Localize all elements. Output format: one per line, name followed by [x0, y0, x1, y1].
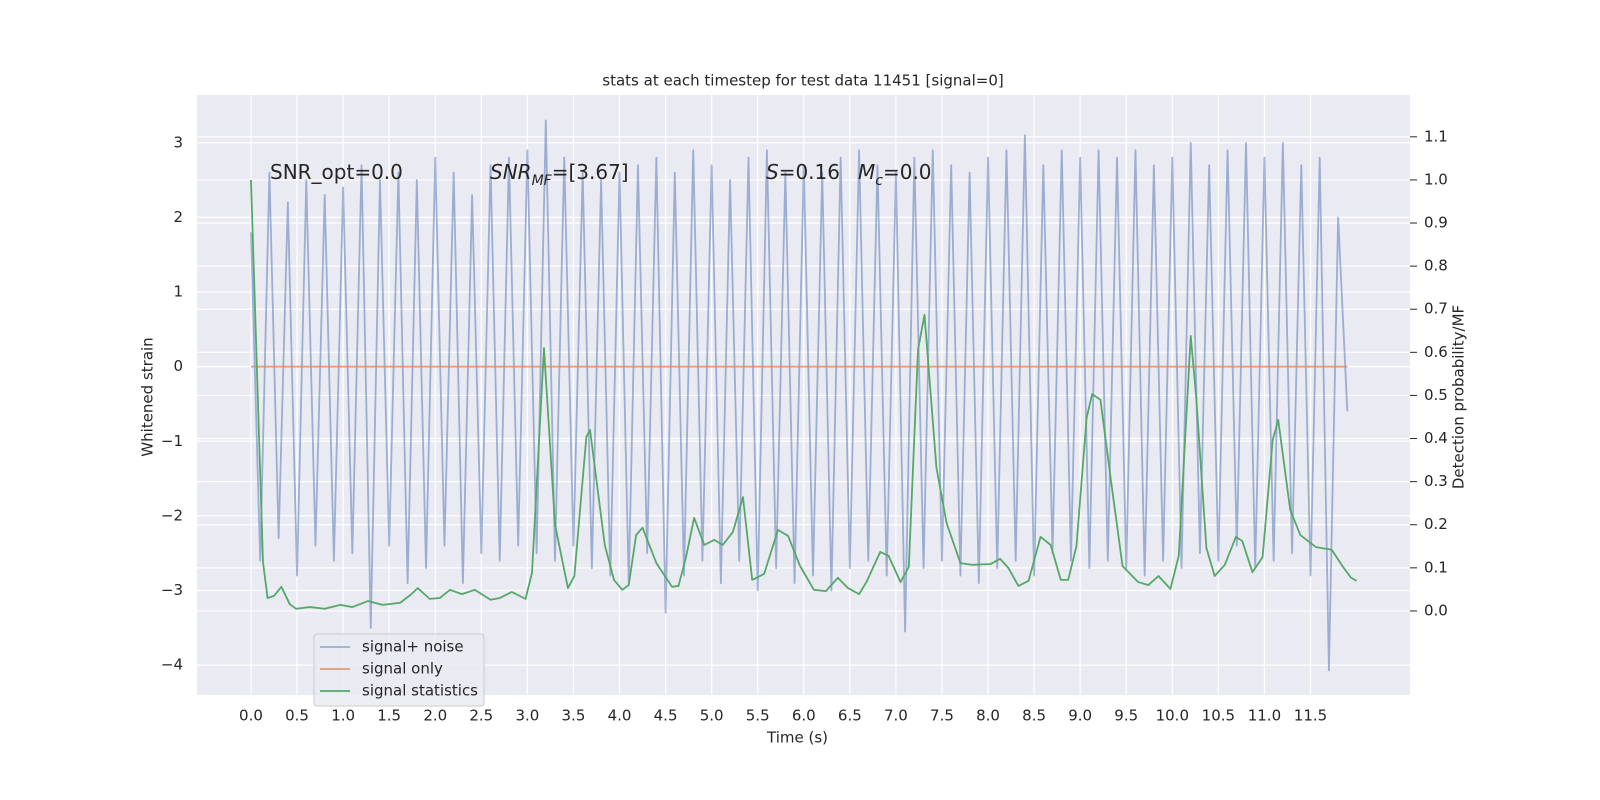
x-tick-label: 11.0: [1248, 707, 1281, 725]
x-tick-label: 4.0: [608, 707, 632, 725]
x-tick-label: 11.5: [1294, 707, 1327, 725]
annotation-suffix: =[3.67]: [552, 160, 629, 184]
legend: signal+ noise signal only signal statistic…: [313, 633, 485, 707]
x-tick-label: 10.0: [1156, 707, 1189, 725]
x-tick-label: 2.0: [423, 707, 447, 725]
y-tick-label: −1: [161, 432, 183, 450]
annotation-text: S: [766, 160, 779, 184]
annotation-suffix: =0.0: [883, 160, 932, 184]
x-axis-label: Time (s): [766, 729, 828, 747]
legend-label: signal+ noise: [362, 638, 464, 656]
x-tick-label: 1.0: [331, 707, 355, 725]
y2-tick-label: 0.8: [1424, 257, 1448, 275]
y2-tick-label: 0.4: [1424, 429, 1448, 447]
y2-tick-label: 0.1: [1424, 558, 1448, 576]
y2-tick-label: 0.2: [1424, 515, 1448, 533]
annotation-sub: MF: [532, 173, 553, 189]
y2-tick-label: 0.7: [1424, 300, 1448, 318]
annotation: SNRMF=[3.67]: [490, 160, 629, 190]
y-axis-label: Whitened strain: [139, 337, 157, 456]
x-tick-label: 8.0: [976, 707, 1000, 725]
annotation: Mc=0.0: [858, 160, 932, 190]
annotation: SNR_opt=0.0: [270, 160, 403, 184]
annotation: S=0.16: [766, 160, 840, 184]
legend-box: [313, 633, 485, 707]
y2-tick-label: 1.0: [1424, 170, 1448, 188]
x-tick-label: 6.0: [792, 707, 816, 725]
x-tick-label: 3.0: [515, 707, 539, 725]
y-tick-label: −2: [161, 506, 183, 524]
annotation-text: SNR: [490, 160, 532, 184]
x-tick-label: 7.5: [930, 707, 954, 725]
y2-axis-label: Detection probability/MF: [1450, 305, 1468, 489]
y2-tick-label: 0.9: [1424, 214, 1448, 232]
annotation-sub: c: [875, 173, 883, 189]
x-tick-label: 0.0: [239, 707, 263, 725]
x-tick-label: 3.5: [562, 707, 586, 725]
y2-tick-label: 0.3: [1424, 472, 1448, 490]
y-tick-label: 0: [173, 357, 183, 375]
legend-label: signal only: [362, 660, 443, 678]
y2-tick-label: 1.1: [1424, 127, 1448, 145]
y2-tick-label: 0.6: [1424, 343, 1448, 361]
chart-title: stats at each timestep for test data 114…: [602, 72, 1003, 90]
series-line: [250, 119, 1349, 672]
y2-tick-label: 0.0: [1424, 601, 1448, 619]
x-tick-label: 2.5: [469, 707, 493, 725]
x-tick-label: 4.5: [654, 707, 678, 725]
x-tick-label: 5.5: [746, 707, 770, 725]
x-tick-label: 6.5: [838, 707, 862, 725]
x-tick-label: 10.5: [1202, 707, 1235, 725]
x-tick-label: 0.5: [285, 707, 309, 725]
series-line: [250, 179, 1357, 610]
x-tick-label: 9.0: [1068, 707, 1092, 725]
annotation-suffix: =0.16: [779, 160, 840, 184]
x-tick-label: 9.5: [1114, 707, 1138, 725]
y-tick-label: 1: [173, 283, 183, 301]
x-tick-label: 7.0: [884, 707, 908, 725]
y-tick-label: 3: [173, 133, 183, 151]
y-tick-label: −4: [161, 656, 183, 674]
x-tick-label: 5.0: [700, 707, 724, 725]
annotation-text: SNR_opt=0.0: [270, 160, 403, 184]
y2-tick-label: 0.5: [1424, 386, 1448, 404]
annotation-text: M: [858, 160, 875, 184]
x-tick-label: 1.5: [377, 707, 401, 725]
x-tick-label: 8.5: [1022, 707, 1046, 725]
y-tick-label: 2: [173, 208, 183, 226]
y-tick-label: −3: [161, 581, 183, 599]
legend-label: signal statistics: [362, 682, 478, 700]
